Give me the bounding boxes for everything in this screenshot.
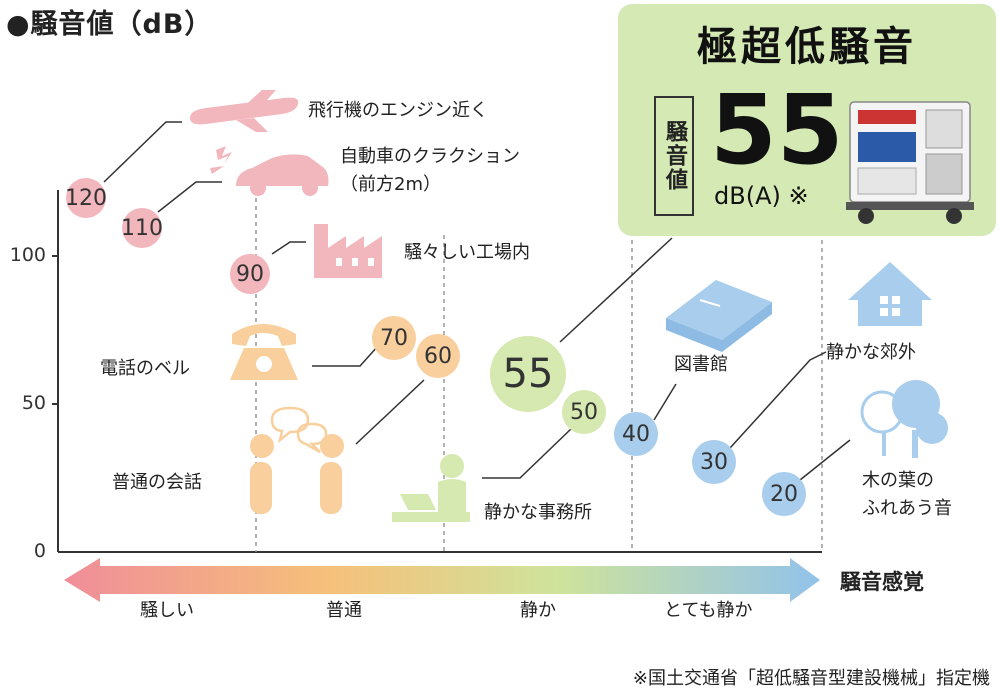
ultra-low-noise-panel: 極超低騒音 騒音値 55 dB(A) ※: [618, 4, 996, 236]
house-icon: [848, 262, 932, 326]
value-circle-20: 20: [762, 472, 806, 516]
telephone-icon: [230, 324, 298, 380]
tree-icon: [860, 380, 948, 458]
generator-machine-icon: [846, 101, 974, 224]
value-circle-30: 30: [692, 440, 736, 484]
book-icon: [666, 280, 772, 352]
leader-120: [103, 121, 182, 183]
panel-value: 55: [710, 74, 844, 186]
value-circle-60: 60: [416, 334, 460, 378]
office-worker-icon: [392, 454, 470, 522]
horn-sound-icon: [210, 146, 232, 174]
leader-20: [799, 439, 851, 481]
label-office: 静かな事務所: [484, 502, 592, 523]
label-factory: 騒々しい工場内: [404, 242, 530, 263]
label-leaves-line1: 木の葉の: [862, 470, 934, 491]
noise-scale-title: 騒音感覚: [840, 570, 924, 594]
scale-label-normal: 普通: [326, 600, 362, 621]
value-circle-120: 120: [65, 178, 107, 218]
leader-40: [653, 383, 677, 421]
footnote: ※国土交通省「超低騒音型建設機械」指定機: [632, 668, 990, 689]
noise-scale-arrow: [64, 558, 820, 602]
factory-icon: [314, 224, 382, 278]
conversation-icon: [250, 406, 344, 514]
leader-50: [482, 427, 573, 479]
leader-90: [271, 241, 306, 255]
scale-label-quiet: 静か: [520, 600, 556, 621]
label-airplane: 飛行機のエンジン近く: [308, 100, 488, 121]
value-circle-90: 90: [230, 254, 270, 294]
value-circle-55: 55: [490, 336, 566, 412]
y-tick-label-50: 50: [21, 392, 46, 414]
leader-110: [157, 181, 222, 213]
panel-title: 極超低騒音: [697, 24, 917, 70]
label-car-line2: （前方2m）: [340, 174, 441, 195]
label-suburb: 静かな郊外: [826, 342, 916, 363]
leader-60: [355, 379, 425, 445]
value-circle-110: 110: [121, 208, 163, 248]
panel-unit: dB(A) ※: [714, 182, 809, 210]
label-library: 図書館: [674, 354, 728, 375]
scale-label-loud: 騒しい: [140, 600, 194, 621]
leader-55: [559, 237, 673, 343]
leader-30: [729, 351, 827, 449]
car-icon: [236, 154, 329, 196]
y-tick-label-0: 0: [33, 540, 46, 562]
label-car-line1: 自動車のクラクション: [340, 146, 520, 167]
label-leaves-line2: ふれあう音: [862, 498, 952, 519]
value-circle-50: 50: [562, 390, 606, 434]
leader-70: [312, 345, 379, 367]
panel-vertical-label: 騒音値: [654, 96, 694, 216]
label-conversation: 普通の会話: [112, 472, 202, 493]
value-circle-70: 70: [372, 316, 416, 360]
chart-title: ●騒音値（dB）: [6, 9, 213, 40]
value-circle-40: 40: [614, 412, 658, 456]
airplane-icon: [190, 90, 299, 132]
y-tick-label-100: 100: [9, 244, 46, 266]
label-telephone: 電話のベル: [100, 358, 190, 379]
scale-label-very-quiet: とても静か: [664, 600, 753, 621]
